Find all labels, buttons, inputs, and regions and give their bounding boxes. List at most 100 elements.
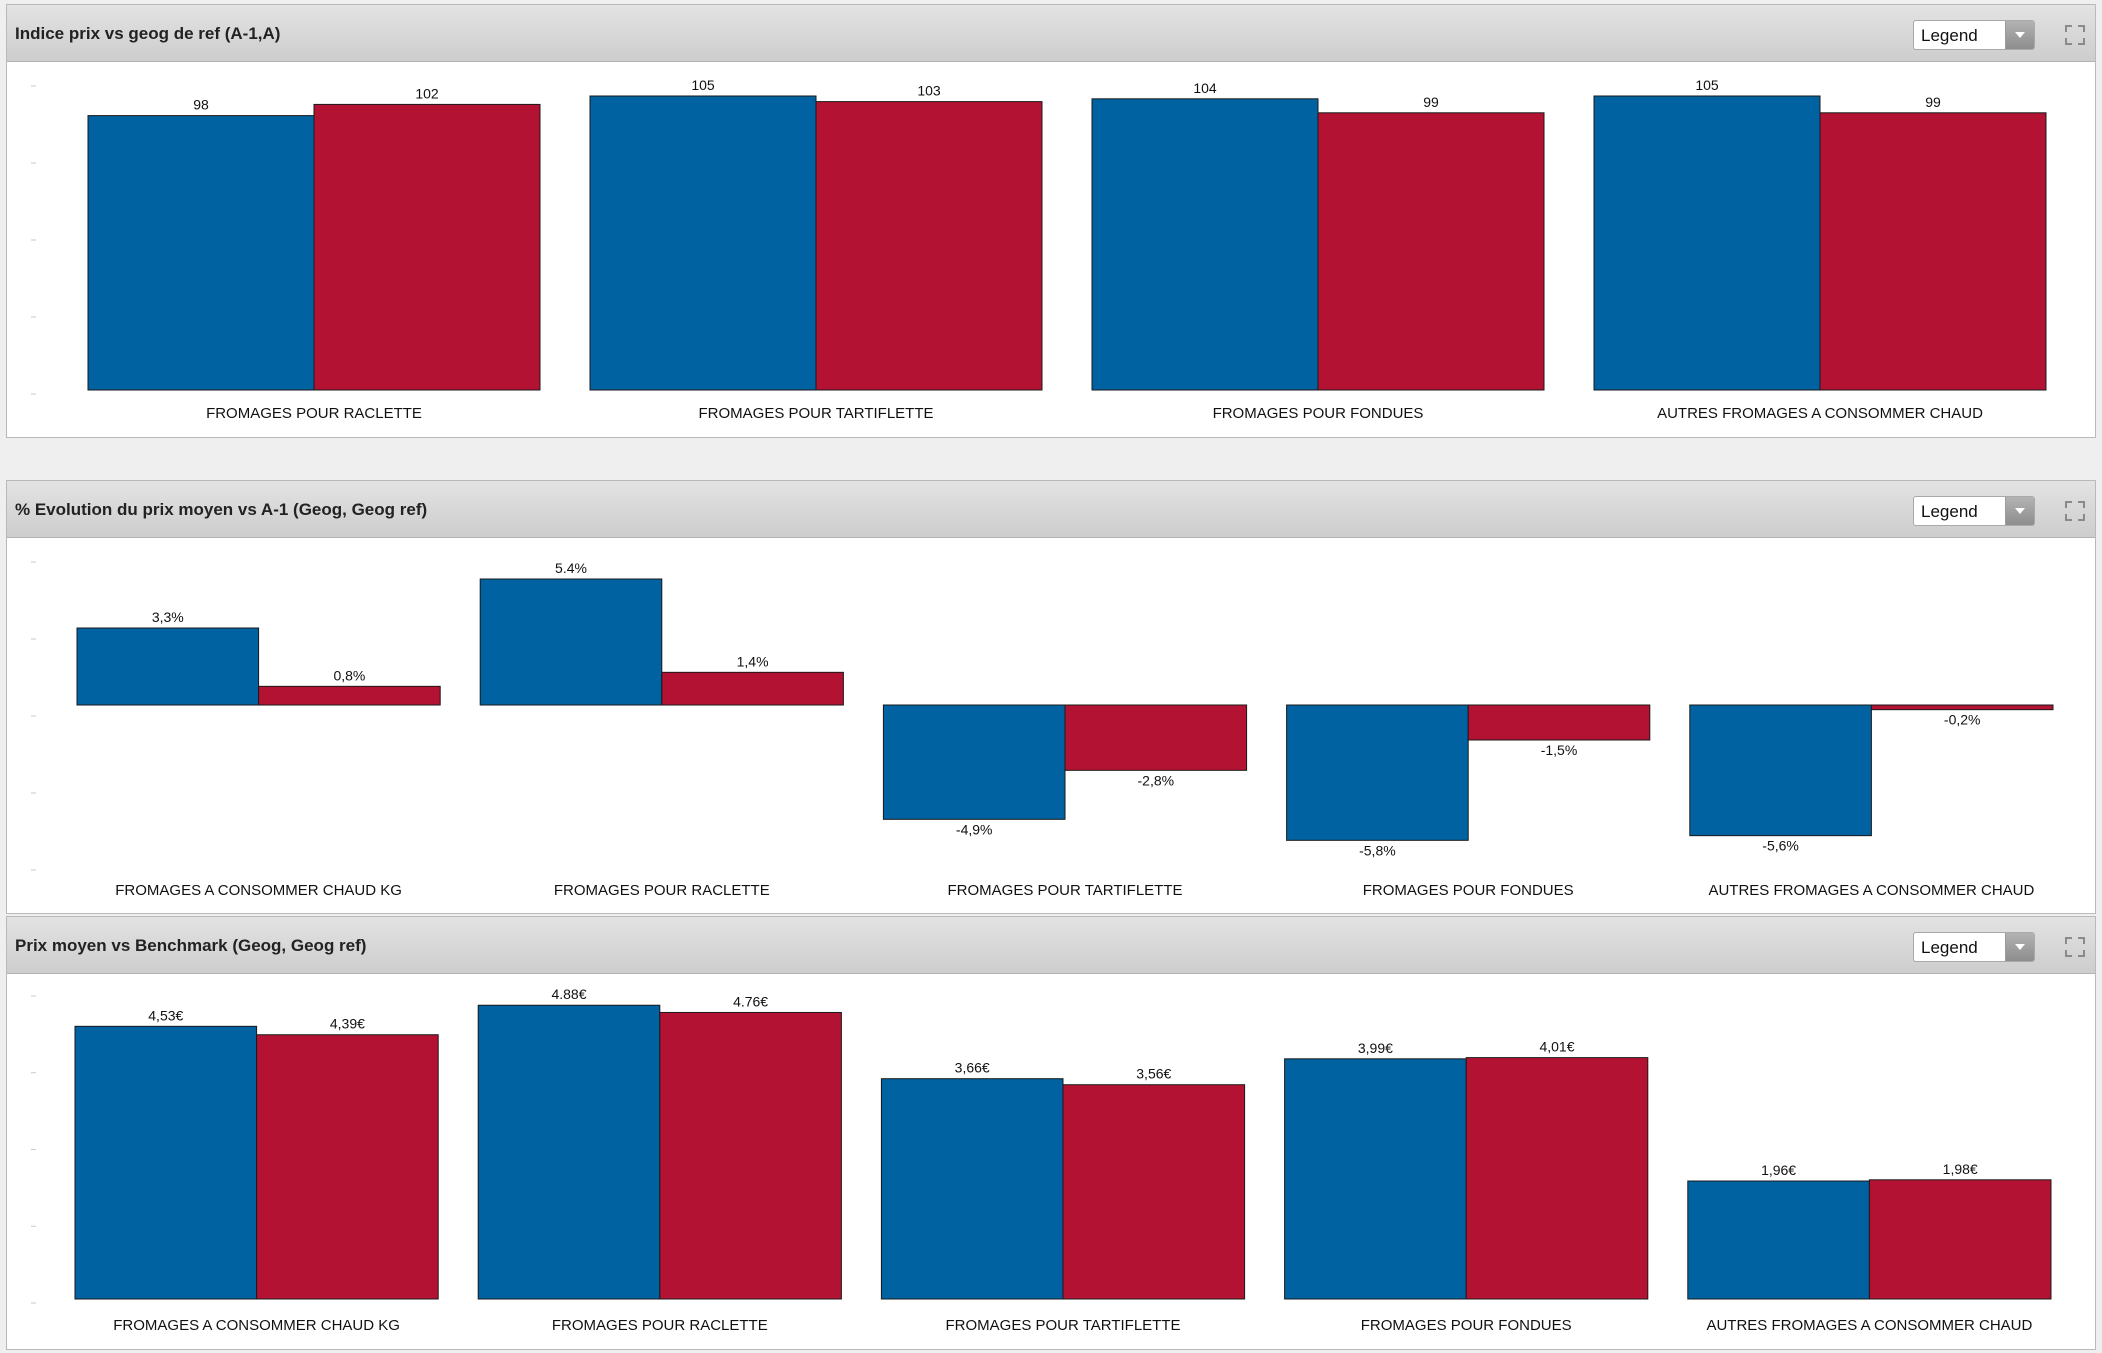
bar-group: 4.88€ 4.76€ <box>477 986 842 1300</box>
expand-icon[interactable] <box>2064 936 2086 958</box>
data-label: 3,99€ <box>1358 1040 1393 1056</box>
data-label: 1,98€ <box>1943 1161 1978 1177</box>
data-label: -5,8% <box>1359 842 1396 858</box>
data-label: 0,8% <box>333 667 365 683</box>
data-label: 4,39€ <box>330 1016 365 1032</box>
bar-group: 3,3% 0,8% <box>76 609 441 706</box>
category-label: FROMAGES POUR FONDUES <box>1361 1317 1572 1334</box>
data-label: 4,53€ <box>148 1007 183 1023</box>
panel-header: % Evolution du prix moyen vs A-1 (Geog, … <box>7 481 2095 538</box>
bar[interactable] <box>1317 112 1545 391</box>
data-label: -2,8% <box>1138 772 1175 788</box>
category-label: AUTRES FROMAGES A CONSOMMER CHAUD <box>1708 882 2034 899</box>
category-label: FROMAGES POUR TARTIFLETTE <box>698 405 933 422</box>
bar[interactable] <box>1284 1058 1467 1300</box>
bar-group: -5,8% -1,5% <box>1286 704 1651 858</box>
bar[interactable] <box>882 704 1066 820</box>
data-label: 1,96€ <box>1761 1162 1796 1178</box>
bar[interactable] <box>659 1011 842 1300</box>
data-label: 4.88€ <box>551 986 586 1002</box>
category-label: AUTRES FROMAGES A CONSOMMER CHAUD <box>1657 405 1983 422</box>
chevron-down-icon <box>2005 21 2034 49</box>
bar[interactable] <box>256 1034 439 1300</box>
bar[interactable] <box>589 95 817 391</box>
bar[interactable] <box>1062 1084 1246 1300</box>
category-label: FROMAGES A CONSOMMER CHAUD KG <box>115 882 402 899</box>
chart-1: 98 102 FROMAGES POUR RACLETTE 105 103 FROMAGE… <box>31 77 2047 422</box>
data-label: 5.4% <box>555 560 587 576</box>
data-label: 103 <box>917 83 941 99</box>
bar[interactable] <box>1465 1057 1649 1300</box>
chart-panel-indice-prix: Indice prix vs geog de ref (A-1,A) Legen… <box>6 4 2096 438</box>
category-label: FROMAGES POUR FONDUES <box>1213 405 1424 422</box>
bar[interactable] <box>479 578 663 706</box>
legend-dropdown[interactable]: Legend <box>1913 496 2035 526</box>
panel-title: Indice prix vs geog de ref (A-1,A) <box>15 24 281 43</box>
bar[interactable] <box>313 103 541 391</box>
data-label: 1,4% <box>737 653 769 669</box>
legend-dropdown-label: Legend <box>1921 938 1978 957</box>
bar[interactable] <box>1593 95 1821 391</box>
bar[interactable] <box>1870 704 2054 711</box>
panel-header: Prix moyen vs Benchmark (Geog, Geog ref)… <box>7 917 2095 974</box>
category-label: FROMAGES A CONSOMMER CHAUD KG <box>113 1317 400 1334</box>
data-label: -4,9% <box>956 821 993 837</box>
category-label: FROMAGES POUR RACLETTE <box>554 882 770 899</box>
legend-dropdown-label: Legend <box>1921 502 1978 521</box>
data-label: 3,66€ <box>955 1060 990 1076</box>
data-label: 3,3% <box>152 609 184 625</box>
bar-group: 1,96€ 1,98€ <box>1687 1161 2052 1300</box>
bar[interactable] <box>1819 112 2047 391</box>
data-label: 99 <box>1423 94 1439 110</box>
bar-group: 105 99 <box>1593 77 2047 391</box>
bar[interactable] <box>1467 704 1651 741</box>
bar[interactable] <box>87 115 315 391</box>
data-label: -1,5% <box>1541 742 1578 758</box>
panel-title: % Evolution du prix moyen vs A-1 (Geog, … <box>15 500 428 519</box>
bar[interactable] <box>661 671 844 706</box>
data-label: 4.76€ <box>733 993 768 1009</box>
bar[interactable] <box>258 685 441 706</box>
bar[interactable] <box>1687 1180 1870 1300</box>
bar[interactable] <box>1868 1179 2052 1300</box>
data-label: 3,56€ <box>1136 1066 1171 1082</box>
data-label: 4,01€ <box>1539 1039 1574 1055</box>
panel-title: Prix moyen vs Benchmark (Geog, Geog ref) <box>15 936 367 955</box>
bar-group: 105 103 <box>589 77 1043 391</box>
chart-panel-evolution-prix: % Evolution du prix moyen vs A-1 (Geog, … <box>6 480 2096 914</box>
bar[interactable] <box>1091 98 1319 391</box>
data-label: 105 <box>1695 77 1719 93</box>
panel-header: Indice prix vs geog de ref (A-1,A) Legen… <box>7 5 2095 62</box>
legend-dropdown-label: Legend <box>1921 26 1978 45</box>
expand-icon[interactable] <box>2064 500 2086 522</box>
expand-icon[interactable] <box>2064 24 2086 46</box>
bar-group: 104 99 <box>1091 80 1545 391</box>
data-label: -0,2% <box>1944 712 1981 728</box>
bar[interactable] <box>74 1025 258 1300</box>
category-label: FROMAGES POUR RACLETTE <box>206 405 422 422</box>
bar-group: 3,99€ 4,01€ <box>1284 1039 1649 1300</box>
bar[interactable] <box>477 1004 661 1300</box>
category-label: FROMAGES POUR FONDUES <box>1363 882 1574 899</box>
category-label: AUTRES FROMAGES A CONSOMMER CHAUD <box>1706 1317 2032 1334</box>
bar-group: -4,9% -2,8% <box>882 704 1248 837</box>
chart-3: 4,53€ 4,39€ FROMAGES A CONSOMMER CHAUD KG 4… <box>31 986 2052 1334</box>
legend-dropdown[interactable]: Legend <box>1913 932 2035 962</box>
bar[interactable] <box>880 1078 1064 1300</box>
category-label: FROMAGES POUR TARTIFLETTE <box>945 1317 1180 1334</box>
data-label: 105 <box>691 77 715 93</box>
data-label: 99 <box>1925 94 1941 110</box>
data-label: -5,6% <box>1762 838 1799 854</box>
data-label: 98 <box>193 97 209 113</box>
bar[interactable] <box>76 627 260 706</box>
chevron-down-icon <box>2005 933 2034 961</box>
bar[interactable] <box>815 101 1043 391</box>
chevron-down-icon <box>2005 497 2034 525</box>
bar[interactable] <box>1286 704 1469 841</box>
bar-group: 5.4% 1,4% <box>479 560 844 706</box>
bar[interactable] <box>1064 704 1248 771</box>
legend-dropdown[interactable]: Legend <box>1913 20 2035 50</box>
data-label: 102 <box>415 85 439 101</box>
bar[interactable] <box>1689 704 1872 837</box>
bar-group: -5,6% -0,2% <box>1689 704 2054 854</box>
